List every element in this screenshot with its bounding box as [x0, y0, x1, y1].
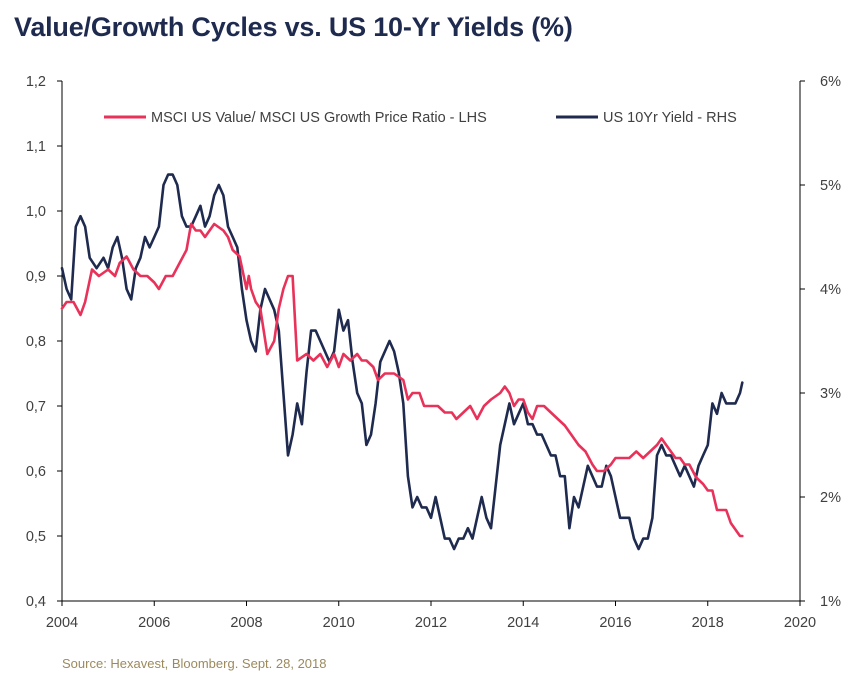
x-tick-label: 2012: [415, 615, 447, 631]
x-tick-label: 2020: [784, 615, 816, 631]
axes: 2004 2006 2008 2010 2012 2014 2016 2018 2020 0,4 0…: [26, 74, 841, 631]
x-tick-label: 2004: [46, 615, 78, 631]
y-right-tick-label: 1%: [820, 594, 841, 610]
y-right-tick-label: 3%: [820, 386, 841, 402]
legend-label-ratio: MSCI US Value/ MSCI US Growth Price Rati…: [151, 110, 487, 126]
series-line-value-growth-ratio: [60, 222, 744, 538]
series-line-us-10yr-yield: [60, 173, 744, 551]
y-left-tick-label: 0,5: [26, 529, 46, 545]
legend: MSCI US Value/ MSCI US Growth Price Rati…: [104, 110, 737, 126]
y-left-tick-label: 0,7: [26, 399, 46, 415]
x-tick-label: 2008: [230, 615, 262, 631]
x-tick-label: 2010: [323, 615, 355, 631]
y-left-tick-label: 0,8: [26, 334, 46, 350]
x-tick-label: 2014: [507, 615, 539, 631]
y-left-tick-label: 1,1: [26, 139, 46, 155]
y-left-tick-label: 1,2: [26, 74, 46, 90]
y-left-tick-label: 1,0: [26, 204, 46, 220]
series-layer: [60, 173, 744, 551]
chart-title: Value/Growth Cycles vs. US 10-Yr Yields …: [14, 12, 573, 42]
x-tick-label: 2016: [599, 615, 631, 631]
y-right-tick-label: 5%: [820, 178, 841, 194]
source-note: Source: Hexavest, Bloomberg. Sept. 28, 2…: [62, 656, 327, 671]
y-right-tick-label: 4%: [820, 282, 841, 298]
y-left-tick-label: 0,4: [26, 594, 46, 610]
legend-label-yield: US 10Yr Yield - RHS: [603, 110, 737, 126]
x-tick-label: 2018: [692, 615, 724, 631]
y-right-tick-label: 6%: [820, 74, 841, 90]
y-right-tick-label: 2%: [820, 490, 841, 506]
x-tick-label: 2006: [138, 615, 170, 631]
y-left-tick-label: 0,6: [26, 464, 46, 480]
y-left-tick-label: 0,9: [26, 269, 46, 285]
